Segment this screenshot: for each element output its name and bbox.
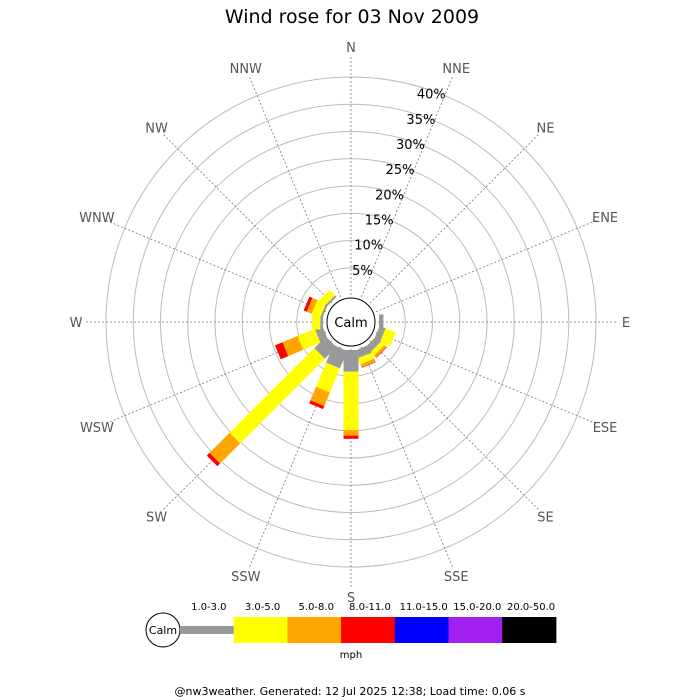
petal-segment-ssw xyxy=(316,362,340,393)
legend-swatch-4 xyxy=(341,617,396,643)
legend-bin-label: 5.0-8.0 xyxy=(299,602,334,613)
legend-calm-label: Calm xyxy=(149,624,177,637)
speed-legend: Calm 1.0-3.0 3.0-5.0 5.0-8.0 8.0-11.0 11.0-15… xyxy=(145,602,557,661)
grid-ring xyxy=(160,131,542,513)
direction-label-s: S xyxy=(347,591,355,606)
grid-ring xyxy=(132,103,570,541)
direction-label-se: SE xyxy=(537,510,553,525)
petal-segment-wsw xyxy=(297,328,321,350)
legend-swatch-7 xyxy=(502,617,557,643)
petal-segment-sw xyxy=(209,432,241,464)
legend-bin-label: 15.0-20.0 xyxy=(453,602,501,613)
radial-tick-label: 20% xyxy=(375,188,404,203)
petal-segment-wnw xyxy=(311,300,326,318)
direction-label-wnw: WNW xyxy=(79,211,115,226)
petal-segment-nw xyxy=(324,295,337,308)
petal-segment-sw xyxy=(206,452,221,467)
direction-label-sse: SSE xyxy=(444,570,469,585)
direction-label-nne: NNE xyxy=(442,62,470,77)
petal-segment-ssw xyxy=(309,400,325,410)
radial-tick-label: 35% xyxy=(406,113,435,128)
petal-segment-sw xyxy=(229,348,325,444)
chart-title: Wind rose for 03 Nov 2009 xyxy=(225,6,479,28)
legend-swatch-6 xyxy=(448,617,503,643)
petal-segment-sse xyxy=(360,358,376,368)
petal-segment-ese xyxy=(380,328,396,347)
petal-segment-s xyxy=(343,430,359,436)
petal-segment-sw xyxy=(314,336,337,359)
petal-segment-s xyxy=(343,435,359,439)
petal-segment-wnw xyxy=(303,296,313,312)
radial-tick-label: 30% xyxy=(396,138,425,153)
direction-labels: N NNE NE ENE E ESE SE SSE S SSW SW WSW W WNW NW NNW xyxy=(70,41,631,606)
footer-text: @nw3weather. Generated: 12 Jul 2025 12:3… xyxy=(175,685,526,698)
radial-tick-labels: 5% 10% 15% 20% 25% 30% 35% 40% xyxy=(352,88,446,279)
petal-segment-w xyxy=(312,314,321,330)
petal-segment-ssw xyxy=(310,386,330,407)
petal-segment-sse xyxy=(357,352,375,365)
legend-bin-label: 11.0-15.0 xyxy=(400,602,448,613)
calm-circle xyxy=(326,297,376,347)
petal-segment-sse xyxy=(354,345,372,359)
petal-segment-wsw xyxy=(282,336,304,357)
petal-segment-sse xyxy=(361,361,376,368)
direction-label-n: N xyxy=(346,41,356,56)
direction-label-e: E xyxy=(622,316,630,331)
direction-label-wsw: WSW xyxy=(80,421,114,436)
petal-segment-nw xyxy=(319,290,335,306)
direction-label-ese: ESE xyxy=(593,421,618,436)
direction-label-ne: NE xyxy=(536,122,554,137)
legend-bin-label: 20.0-50.0 xyxy=(507,602,555,613)
petal-segment-w xyxy=(320,314,323,330)
direction-label-ene: ENE xyxy=(592,211,618,226)
petal-segment-s xyxy=(343,350,359,372)
radial-tick-label: 15% xyxy=(365,214,394,229)
petal-segment-se xyxy=(375,346,387,358)
radial-tick-label: 5% xyxy=(352,264,373,279)
petal-segment-s xyxy=(343,371,359,431)
direction-label-nnw: NNW xyxy=(230,62,262,77)
legend-swatch-1 xyxy=(180,626,235,634)
petal-segment-se xyxy=(370,341,385,356)
calm-center: Calm xyxy=(326,297,376,347)
petal-segment-wnw xyxy=(306,297,318,314)
radial-tick-label: 10% xyxy=(354,239,383,254)
legend-units-label: mph xyxy=(340,650,362,661)
legend-bin-label: 1.0-3.0 xyxy=(191,602,226,613)
petal-segment-wsw xyxy=(274,342,289,360)
legend-bin-label: 8.0-11.0 xyxy=(349,602,391,613)
petal-segment-e xyxy=(379,314,384,330)
radial-tick-label: 25% xyxy=(386,163,415,178)
direction-label-ssw: SSW xyxy=(231,570,261,585)
direction-label-nw: NW xyxy=(145,122,168,137)
legend-swatch-3 xyxy=(287,617,342,643)
legend-swatch-2 xyxy=(233,617,288,643)
petal-segment-se xyxy=(374,345,387,358)
legend-bin-label: 3.0-5.0 xyxy=(245,602,280,613)
direction-label-sw: SW xyxy=(146,510,167,525)
calm-label: Calm xyxy=(334,316,367,331)
wind-petals xyxy=(206,290,396,467)
direction-label-w: W xyxy=(70,316,83,331)
petal-segment-wsw xyxy=(314,325,328,343)
legend-swatch-5 xyxy=(394,617,449,643)
radial-tick-label: 40% xyxy=(417,88,446,103)
